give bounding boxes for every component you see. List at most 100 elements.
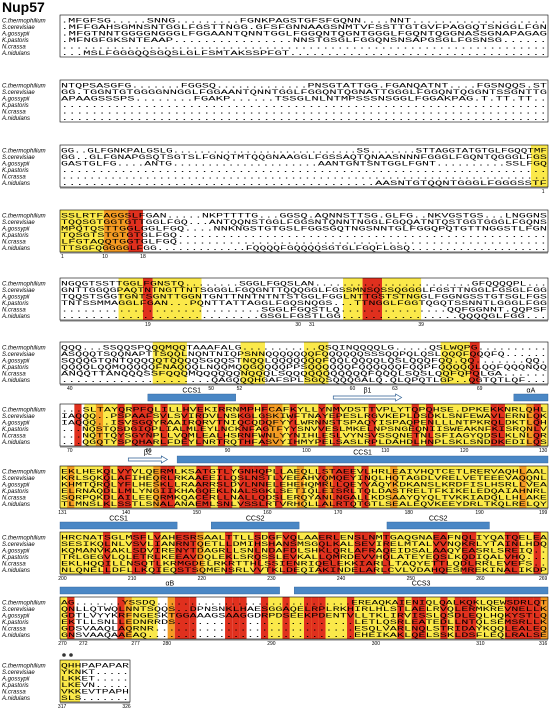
species-name: S.cerevisiae [2, 414, 35, 420]
conservation-highlight [138, 532, 147, 574]
conservation-highlight [390, 466, 398, 508]
conservation-highlight [347, 466, 355, 508]
block-frame [59, 403, 549, 447]
position-number: 50 [208, 386, 214, 392]
position-number: 300 [372, 641, 381, 647]
helix [513, 393, 549, 402]
position-number: 60 [350, 386, 356, 392]
conservation-highlight [246, 466, 254, 508]
conservation-highlight [512, 532, 520, 574]
conservation-highlight [533, 597, 541, 639]
species-name: C.thermophilium [2, 346, 46, 352]
sequence-row: EKLHQQILLNSQTLKRMGDELRKRTTHLSSIENRIQELEK… [61, 561, 547, 568]
conservation-highlight [504, 597, 513, 639]
species-name: A.gossypii [1, 549, 30, 555]
species-name: C.thermophilium [2, 149, 46, 155]
helix [147, 393, 236, 402]
conservation-highlight [426, 404, 434, 446]
block-frame [59, 209, 549, 253]
conservation-highlight [217, 404, 226, 446]
alignment-block: C.thermophilium EKLHEKQLVYVLQERMLKSATGTLY… [1, 450, 549, 516]
sequence-row: QQQ...SSQQSPQQQMQQTAAAFALG...........QSQ… [61, 345, 547, 352]
conservation-highlight [440, 597, 448, 639]
species-name: S.cerevisiae [2, 542, 35, 548]
species-name: N.crassa [2, 496, 26, 502]
block-frame [59, 277, 549, 321]
sequence-row: TRLGEGVLQLETRLKEEAVDQLEKLSRQSSLEVKALLQMR… [61, 554, 547, 561]
block-frame [59, 531, 549, 575]
sequence-row: QHHPAPAPAR [61, 663, 130, 670]
conservation-highlight [174, 597, 182, 639]
species-name: A.gossypii [1, 359, 30, 365]
sequence-row: NGQGTSSTTGGLFGNSTQ........SGGLFGQSLAN...… [61, 281, 547, 288]
position-number: 277 [131, 641, 140, 647]
position-number: 317 [58, 704, 67, 710]
conservation-highlight [362, 278, 383, 320]
species-name: A.nidulans [1, 181, 30, 187]
position-number: 110 [381, 448, 389, 454]
position-number: 18 [140, 254, 146, 260]
position-number: 1 [61, 254, 64, 260]
conservation-highlight [440, 342, 470, 384]
conservation-highlight [512, 597, 520, 639]
sequence-row: .....................QAGQQQHGAFSPLSGQSQQ… [61, 377, 547, 384]
helix [59, 521, 178, 530]
position-number: 19 [145, 322, 151, 328]
species-name: A.nidulans [1, 378, 30, 384]
conservation-highlight [67, 597, 75, 639]
sequence-row: ...MSLFGGGQQSGQSLGLFSMTAKSSPFGT.........… [61, 50, 547, 57]
conservation-highlight [189, 532, 197, 574]
marker-dot [62, 653, 66, 657]
species-name: N.crassa [2, 434, 26, 440]
sequence-row: .MFGTNNTGGGGNGGGLFGGAANTQNNTGGLFGGQNTQGN… [61, 31, 548, 38]
conservation-highlight [332, 532, 340, 574]
species-name: N.crassa [2, 240, 26, 246]
position-number: 90 [225, 448, 231, 454]
marker-dot [69, 653, 73, 657]
position-number: 140 [122, 510, 131, 516]
conservation-highlight [253, 532, 261, 574]
species-name: A.nidulans [1, 246, 30, 252]
position-number: 269 [539, 576, 548, 582]
sequence-row: TQQSTSGGTGNTSGNTTGGNTGNTTNNTNTNTSTGGLFGG… [61, 294, 548, 301]
conservation-highlight [118, 278, 143, 320]
conservation-highlight [368, 404, 376, 446]
species-name: K.pastoris [2, 427, 29, 433]
conservation-highlight [196, 532, 204, 574]
sequence-row: IAQQQ..ISVSGQYRAAIRQRVTNIQCQDQFYYLWRNNST… [61, 420, 548, 427]
sequence-row: .MFNGFGKSNTEAAP................NNSTGSGLF… [61, 37, 547, 44]
conservation-highlight [497, 404, 505, 446]
conservation-highlight [296, 466, 304, 508]
species-name: A.nidulans [1, 51, 30, 57]
species-name: A.gossypii [1, 162, 30, 168]
sequence-row: NTQPSASGFG.......FGGSQ.............PNSGT… [61, 83, 548, 90]
alignment-block: C.thermophilium NGQGTSSTTGGLFGNSTQ.......… [1, 277, 549, 328]
species-name: A.nidulans [1, 440, 30, 446]
position-number: 150 [193, 510, 202, 516]
conservation-highlight [519, 597, 527, 639]
conservation-highlight [260, 466, 269, 508]
conservation-highlight [318, 466, 326, 508]
species-name: C.thermophilium [2, 601, 46, 607]
sequence-row: ........................................… [61, 174, 547, 181]
alignment-block: C.thermophilium AG.......YSSDQ...........… [1, 581, 549, 647]
position-number: 31 [309, 322, 315, 328]
conservation-highlight [142, 278, 153, 320]
conservation-highlight [138, 404, 147, 446]
conservation-highlight [246, 404, 254, 446]
conservation-highlight [411, 404, 419, 446]
species-name: K.pastoris [2, 301, 29, 307]
structure-label: CCS1 [109, 516, 128, 523]
sequence-row: GDSVAAQLAQRNR...........................… [61, 626, 548, 633]
species-name: A.nidulans [1, 568, 30, 574]
position-number: 120 [460, 448, 469, 454]
position-number: 326 [122, 704, 131, 710]
conservation-highlight [361, 466, 369, 508]
sequence-row: TNTSSMMAGGLFGAN...PQNTTATTAGGLFGQSNQGS..… [61, 300, 548, 307]
sequence-row: SSLRTFAGGSLFGAN.....NKPTTTTG...GGSQ.AQNN… [61, 213, 548, 220]
sequence-row: LKEVN..... [61, 682, 129, 689]
alignment-block: C.thermophilium QQQ...SSQQSPQQQMQQTAAAFAL… [1, 341, 549, 392]
species-name: S.cerevisiae [2, 352, 35, 358]
conservation-highlight [382, 278, 422, 320]
conservation-highlight [131, 404, 139, 446]
